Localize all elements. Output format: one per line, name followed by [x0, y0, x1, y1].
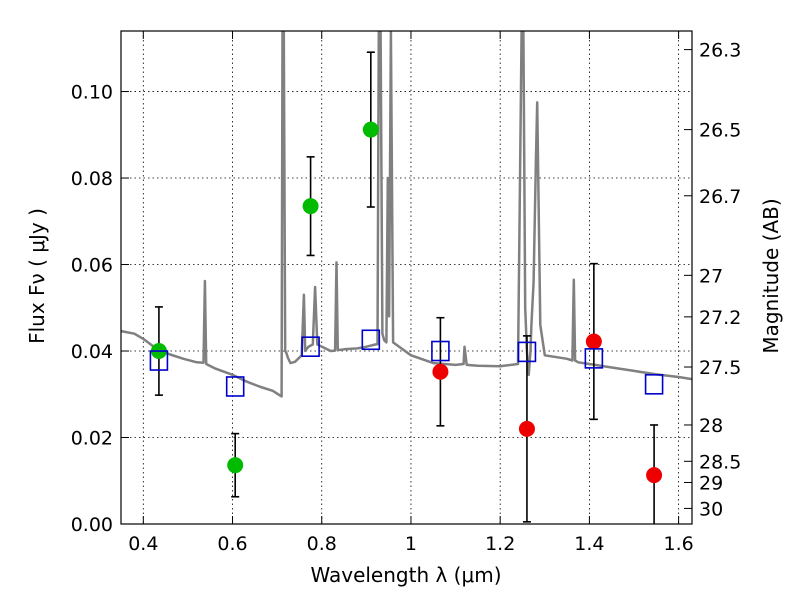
- model-point: [644, 374, 664, 395]
- x-tick-label: 1.2: [485, 533, 515, 555]
- plot-frame: [120, 30, 693, 525]
- model-point: [584, 348, 604, 369]
- model-spectrum: [121, 31, 692, 398]
- model-point: [225, 376, 245, 397]
- data-point: [432, 363, 449, 380]
- data-point: [585, 333, 602, 350]
- x-tick-label: 0.8: [307, 533, 337, 555]
- ticks: [121, 31, 692, 525]
- data-point: [362, 121, 379, 138]
- data-point: [518, 420, 535, 437]
- right-tick-labels: 26.3 26.5 26.7 27 27.2 27.5 28 28.529 30: [699, 40, 741, 521]
- model-point: [431, 340, 450, 362]
- y-tick-label: 0.10: [71, 82, 113, 104]
- model-point: [301, 336, 320, 357]
- right-tick-label: 26.7: [699, 186, 741, 208]
- model-point: [149, 350, 169, 371]
- x-tick-label: 1.4: [574, 533, 604, 555]
- model-point: [517, 341, 537, 363]
- right-tick-label: 27.5: [699, 357, 741, 379]
- right-tick-label: 27.2: [699, 307, 741, 329]
- y-tick-label: 0.00: [71, 514, 113, 536]
- right-tick-label: 28.5: [699, 451, 741, 473]
- grid: [121, 31, 692, 525]
- right-axis-label: Magnitude (AB): [759, 198, 783, 353]
- x-tick-labels: 0.4 0.6 0.8 1 1.2 1.4 1.6: [128, 533, 694, 555]
- y-tick-label: 0.06: [71, 255, 113, 277]
- data-point: [302, 198, 319, 215]
- y-tick-labels: 0.00 0.02 0.04 0.06 0.08 0.10: [71, 82, 113, 536]
- right-tick-label: 27: [699, 265, 723, 287]
- y-tick-label: 0.04: [71, 341, 113, 363]
- right-tick-label: 29: [699, 472, 723, 494]
- x-tick-label: 0.6: [217, 533, 247, 555]
- y-tick-label: 0.02: [71, 428, 113, 450]
- x-tick-label: 1: [405, 533, 417, 555]
- y-axis-label: Flux Fν ( μJy ): [25, 208, 49, 344]
- model-spectrum-line: [121, 31, 692, 398]
- right-tick-label: 28: [699, 415, 723, 437]
- x-axis-label: Wavelength λ (μm): [310, 563, 501, 587]
- right-tick-label: 30: [699, 498, 723, 520]
- x-tick-label: 0.4: [128, 533, 158, 555]
- y-tick-label: 0.08: [71, 168, 113, 190]
- data-markers: [149, 121, 664, 484]
- data-point: [646, 467, 663, 484]
- x-tick-label: 1.6: [664, 533, 694, 555]
- error-bars: [154, 51, 659, 524]
- model-point: [361, 329, 381, 351]
- right-tick-label: 26.3: [699, 40, 741, 62]
- data-point: [227, 457, 244, 474]
- right-tick-label: 26.5: [699, 120, 741, 142]
